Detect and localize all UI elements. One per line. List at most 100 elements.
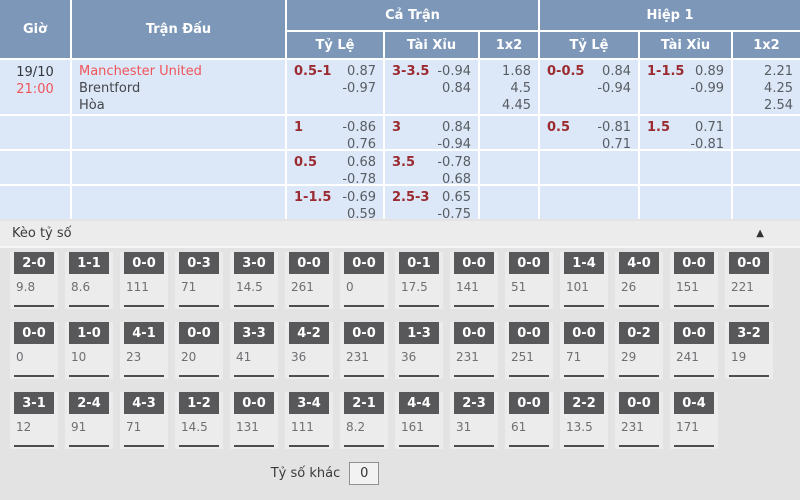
ft-handicap-cell[interactable]: 0.5-1 0.87 -0.97 xyxy=(287,60,383,114)
score-label[interactable]: 0-0 xyxy=(124,252,164,274)
score-label[interactable]: 0-0 xyxy=(509,252,549,274)
h1-1x2-cell[interactable] xyxy=(733,116,800,149)
score-cell[interactable]: 2-2 13.5 xyxy=(560,392,608,449)
score-label[interactable]: 1-4 xyxy=(564,252,604,274)
ft-1x2-cell[interactable]: 1.68 4.5 4.45 xyxy=(480,60,538,114)
stake-input[interactable] xyxy=(619,437,659,447)
score-label[interactable]: 0-2 xyxy=(619,322,659,344)
score-label[interactable]: 0-0 xyxy=(619,392,659,414)
score-cell[interactable]: 3-2 19 xyxy=(725,322,773,379)
stake-input[interactable] xyxy=(124,297,164,307)
score-cell[interactable]: 1-2 14.5 xyxy=(175,392,223,449)
ft-handicap-cell[interactable]: 0.5 0.68 -0.78 xyxy=(287,151,383,184)
correct-score-header-bar[interactable]: Kèo tỷ số ▲ xyxy=(0,221,800,248)
score-label[interactable]: 0-0 xyxy=(289,252,329,274)
stake-input[interactable] xyxy=(344,367,384,377)
h1-overunder-cell[interactable]: 1-1.5 0.89 -0.99 xyxy=(640,60,731,114)
h1-overunder-cell[interactable] xyxy=(640,186,731,219)
score-label[interactable]: 3-1 xyxy=(14,392,54,414)
score-cell[interactable]: 3-0 14.5 xyxy=(230,252,278,309)
score-label[interactable]: 0-0 xyxy=(454,252,494,274)
stake-input[interactable] xyxy=(289,437,329,447)
score-label[interactable]: 4-1 xyxy=(124,322,164,344)
score-label[interactable]: 4-2 xyxy=(289,322,329,344)
stake-input[interactable] xyxy=(344,437,384,447)
score-label[interactable]: 1-2 xyxy=(179,392,219,414)
match-teams-cell[interactable]: Manchester United Brentford Hòa xyxy=(72,60,285,114)
score-label[interactable]: 0-0 xyxy=(14,322,54,344)
score-cell[interactable]: 0-0 261 xyxy=(285,252,333,309)
collapse-arrow-icon[interactable]: ▲ xyxy=(756,228,764,239)
h1-1x2-cell[interactable] xyxy=(733,151,800,184)
score-cell[interactable]: 3-4 111 xyxy=(285,392,333,449)
score-cell[interactable]: 4-1 23 xyxy=(120,322,168,379)
score-label[interactable]: 0-0 xyxy=(729,252,769,274)
score-cell[interactable]: 0-0 131 xyxy=(230,392,278,449)
stake-input[interactable] xyxy=(674,297,714,307)
score-label[interactable]: 0-0 xyxy=(179,322,219,344)
score-label[interactable]: 0-0 xyxy=(344,322,384,344)
ft-1x2-cell[interactable] xyxy=(480,186,538,219)
score-cell[interactable]: 0-0 221 xyxy=(725,252,773,309)
score-label[interactable]: 0-0 xyxy=(509,322,549,344)
stake-input[interactable] xyxy=(69,437,109,447)
stake-input[interactable] xyxy=(179,297,219,307)
score-cell[interactable]: 0-0 111 xyxy=(120,252,168,309)
score-label[interactable]: 0-0 xyxy=(674,322,714,344)
stake-input[interactable] xyxy=(454,297,494,307)
score-label[interactable]: 2-0 xyxy=(14,252,54,274)
score-cell[interactable]: 2-4 91 xyxy=(65,392,113,449)
stake-input[interactable] xyxy=(564,297,604,307)
score-cell[interactable]: 4-3 71 xyxy=(120,392,168,449)
stake-input[interactable] xyxy=(344,297,384,307)
stake-input[interactable] xyxy=(234,437,274,447)
stake-input[interactable] xyxy=(674,437,714,447)
score-cell[interactable]: 0-0 20 xyxy=(175,322,223,379)
score-cell[interactable]: 0-0 251 xyxy=(505,322,553,379)
stake-input[interactable] xyxy=(399,437,439,447)
score-cell[interactable]: 3-1 12 xyxy=(10,392,58,449)
score-cell[interactable]: 4-0 26 xyxy=(615,252,663,309)
h1-handicap-cell[interactable] xyxy=(540,186,638,219)
score-cell[interactable]: 0-0 231 xyxy=(340,322,388,379)
stake-input[interactable] xyxy=(454,367,494,377)
stake-input[interactable] xyxy=(124,367,164,377)
score-cell[interactable]: 0-0 61 xyxy=(505,392,553,449)
stake-input[interactable] xyxy=(399,297,439,307)
stake-input[interactable] xyxy=(14,297,54,307)
stake-input[interactable] xyxy=(509,367,549,377)
score-cell[interactable]: 1-1 8.6 xyxy=(65,252,113,309)
h1-overunder-cell[interactable]: 1.5 0.71 -0.81 xyxy=(640,116,731,149)
stake-input[interactable] xyxy=(564,367,604,377)
score-cell[interactable]: 0-0 0 xyxy=(340,252,388,309)
score-label[interactable]: 0-3 xyxy=(179,252,219,274)
score-label[interactable]: 0-0 xyxy=(454,322,494,344)
h1-1x2-cell[interactable]: 2.21 4.25 2.54 xyxy=(733,60,800,114)
h1-handicap-cell[interactable]: 0.5 -0.81 0.71 xyxy=(540,116,638,149)
score-label[interactable]: 4-0 xyxy=(619,252,659,274)
ft-overunder-cell[interactable]: 3-3.5 -0.94 0.84 xyxy=(385,60,478,114)
score-label[interactable]: 0-1 xyxy=(399,252,439,274)
stake-input[interactable] xyxy=(124,437,164,447)
score-label[interactable]: 0-0 xyxy=(564,322,604,344)
score-label[interactable]: 0-0 xyxy=(509,392,549,414)
ft-overunder-cell[interactable]: 3 0.84 -0.94 xyxy=(385,116,478,149)
stake-input[interactable] xyxy=(619,367,659,377)
stake-input[interactable] xyxy=(399,367,439,377)
stake-input[interactable] xyxy=(509,437,549,447)
score-cell[interactable]: 2-3 31 xyxy=(450,392,498,449)
stake-input[interactable] xyxy=(729,367,769,377)
score-cell[interactable]: 4-2 36 xyxy=(285,322,333,379)
score-label[interactable]: 0-0 xyxy=(344,252,384,274)
other-score-input[interactable]: 0 xyxy=(349,462,380,485)
home-team[interactable]: Manchester United xyxy=(79,64,202,79)
score-cell[interactable]: 0-3 71 xyxy=(175,252,223,309)
score-label[interactable]: 3-3 xyxy=(234,322,274,344)
ft-1x2-cell[interactable] xyxy=(480,116,538,149)
score-label[interactable]: 1-0 xyxy=(69,322,109,344)
h1-handicap-cell[interactable] xyxy=(540,151,638,184)
score-cell[interactable]: 1-4 101 xyxy=(560,252,608,309)
score-cell[interactable]: 0-0 0 xyxy=(10,322,58,379)
stake-input[interactable] xyxy=(564,437,604,447)
score-label[interactable]: 4-3 xyxy=(124,392,164,414)
